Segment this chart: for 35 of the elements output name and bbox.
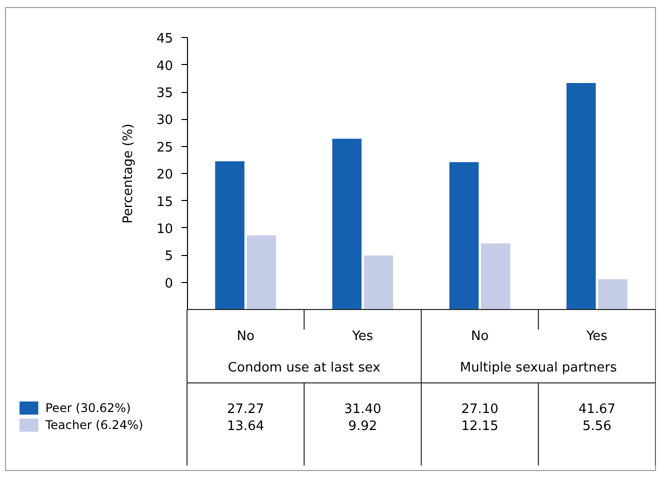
data-label: 27.27 xyxy=(226,402,264,418)
bar xyxy=(480,243,510,310)
y-tick-label: 20 xyxy=(156,168,174,183)
y-tick-label: 5 xyxy=(164,249,174,264)
data-label: 5.56 xyxy=(582,419,612,434)
bar xyxy=(566,82,596,310)
data-label: 9.92 xyxy=(348,419,378,434)
y-tick-label: 15 xyxy=(156,194,174,210)
bar xyxy=(598,279,628,310)
x-tick-label: No xyxy=(236,329,254,344)
data-label: 27.10 xyxy=(461,402,498,418)
y-tick-label: 45 xyxy=(156,32,174,47)
x-tick-label: Yes xyxy=(351,329,374,344)
y-tick-label: 25 xyxy=(156,140,174,156)
y-tick-label: 40 xyxy=(156,58,174,74)
legend-label: Teacher (6.24%) xyxy=(44,418,144,432)
text: Multiple sexual partners xyxy=(460,360,618,376)
x-tick-label: No xyxy=(470,329,489,344)
y-tick-label: 35 xyxy=(156,86,174,102)
y-tick-label: 0 xyxy=(164,276,174,292)
bar xyxy=(215,161,244,310)
y-tick-label: 30 xyxy=(156,113,174,128)
x-tick-label: Yes xyxy=(585,329,608,344)
y-tick-label: 10 xyxy=(156,222,174,237)
bar xyxy=(246,235,276,310)
data-label: 13.64 xyxy=(226,419,264,434)
bar xyxy=(332,138,362,310)
y-axis-title: Percentage (%) xyxy=(120,124,136,224)
data-label: 31.40 xyxy=(344,402,382,418)
data-label: 41.67 xyxy=(578,402,616,418)
text: Condom use at last sex xyxy=(228,360,381,376)
legend-label: Peer (30.62%) xyxy=(45,401,131,416)
data-label: 12.15 xyxy=(461,419,498,434)
bar xyxy=(449,162,479,310)
bar xyxy=(364,256,394,310)
